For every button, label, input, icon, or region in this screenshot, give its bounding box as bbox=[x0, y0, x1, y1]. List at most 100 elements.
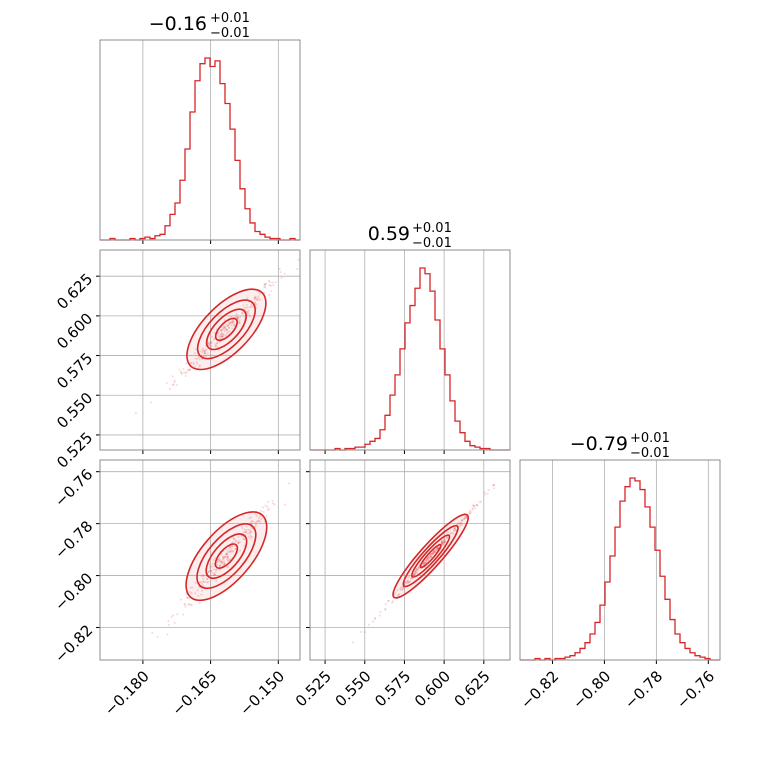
sample-point bbox=[223, 555, 226, 558]
contour-level bbox=[214, 543, 239, 569]
sample-point bbox=[271, 499, 274, 502]
sample-point bbox=[471, 508, 474, 511]
sample-point bbox=[408, 581, 411, 584]
sample-point bbox=[241, 312, 244, 315]
sample-point bbox=[411, 577, 414, 580]
sample-point bbox=[223, 326, 226, 329]
sample-point bbox=[423, 562, 426, 565]
sample-point bbox=[203, 352, 206, 355]
sample-point bbox=[406, 581, 409, 584]
x-tick-label: −0.180 bbox=[101, 667, 153, 719]
sample-point bbox=[208, 566, 211, 569]
sample-point bbox=[263, 286, 266, 289]
sample-point bbox=[248, 306, 251, 309]
sample-point bbox=[205, 348, 208, 351]
sample-point bbox=[238, 321, 241, 324]
sample-point bbox=[463, 517, 466, 520]
sample-point bbox=[374, 617, 377, 620]
sample-point bbox=[373, 617, 376, 620]
contour-level bbox=[392, 513, 470, 599]
sample-point bbox=[230, 324, 233, 327]
sample-point bbox=[367, 623, 370, 626]
sample-point bbox=[228, 546, 231, 549]
sample-point bbox=[209, 564, 212, 567]
x-tick-label: −0.80 bbox=[569, 667, 614, 712]
sample-point bbox=[213, 573, 216, 576]
sample-point bbox=[239, 540, 242, 543]
sample-point bbox=[208, 563, 211, 566]
sample-point bbox=[465, 514, 468, 517]
sample-point bbox=[245, 303, 248, 306]
sample-point bbox=[469, 509, 472, 512]
sample-point bbox=[262, 506, 265, 509]
sample-point bbox=[251, 306, 254, 309]
sample-point bbox=[170, 615, 173, 618]
y-tick-label: 0.575 bbox=[53, 349, 96, 392]
sample-point bbox=[440, 542, 443, 545]
sample-point bbox=[192, 363, 195, 366]
sample-point bbox=[260, 509, 263, 512]
sample-point bbox=[247, 535, 250, 538]
sample-point bbox=[274, 281, 277, 284]
sample-point bbox=[255, 303, 258, 306]
sample-point bbox=[256, 297, 259, 300]
sample-point bbox=[176, 613, 179, 616]
sample-point bbox=[172, 614, 175, 617]
sample-point bbox=[173, 621, 176, 624]
sample-point bbox=[237, 539, 240, 542]
sample-point bbox=[240, 311, 243, 314]
sample-point bbox=[179, 598, 182, 601]
sample-point bbox=[384, 608, 387, 611]
sample-point bbox=[218, 341, 221, 344]
sample-point bbox=[242, 538, 245, 541]
sample-point bbox=[249, 532, 252, 535]
sample-point bbox=[379, 611, 382, 614]
sample-point bbox=[209, 569, 212, 572]
sample-point bbox=[194, 592, 197, 595]
sample-point bbox=[229, 545, 232, 548]
sample-point bbox=[464, 515, 467, 518]
sample-point bbox=[210, 342, 213, 345]
sample-point bbox=[202, 575, 205, 578]
sample-point bbox=[359, 631, 362, 634]
sample-point bbox=[426, 556, 429, 559]
sample-point bbox=[428, 555, 431, 558]
sample-point bbox=[231, 545, 234, 548]
sample-point bbox=[422, 562, 425, 565]
sample-point bbox=[372, 620, 375, 623]
sample-point bbox=[228, 550, 231, 553]
sample-point bbox=[218, 337, 221, 340]
title-minus-1: −0.01 bbox=[412, 236, 452, 251]
sample-point bbox=[196, 358, 199, 361]
sample-point bbox=[201, 351, 204, 354]
sample-point bbox=[250, 520, 253, 523]
sample-point bbox=[422, 561, 425, 564]
title-param-0: −0.16 +0.01 −0.01 bbox=[149, 11, 250, 41]
sample-point bbox=[412, 574, 415, 577]
sample-point bbox=[242, 531, 245, 534]
sample-point bbox=[221, 332, 224, 335]
sample-point bbox=[393, 593, 396, 596]
sample-point bbox=[425, 559, 428, 562]
sample-point bbox=[230, 547, 233, 550]
sample-point bbox=[268, 293, 271, 296]
sample-point bbox=[233, 325, 236, 328]
sample-point bbox=[231, 545, 234, 548]
sample-point bbox=[214, 343, 217, 346]
sample-point bbox=[219, 565, 222, 568]
sample-point bbox=[222, 333, 225, 336]
sample-point bbox=[175, 383, 178, 386]
sample-point bbox=[249, 305, 252, 308]
sample-point bbox=[263, 291, 266, 294]
title-plus-0: +0.01 bbox=[210, 11, 250, 26]
contour-level bbox=[411, 534, 451, 578]
sample-point bbox=[227, 559, 230, 562]
sample-point bbox=[475, 504, 478, 507]
sample-point bbox=[452, 532, 455, 535]
contour-level bbox=[196, 299, 256, 360]
sample-point bbox=[215, 568, 218, 571]
sample-point bbox=[211, 565, 214, 568]
sample-point bbox=[228, 558, 231, 561]
sample-point bbox=[413, 573, 416, 576]
sample-point bbox=[416, 569, 419, 572]
